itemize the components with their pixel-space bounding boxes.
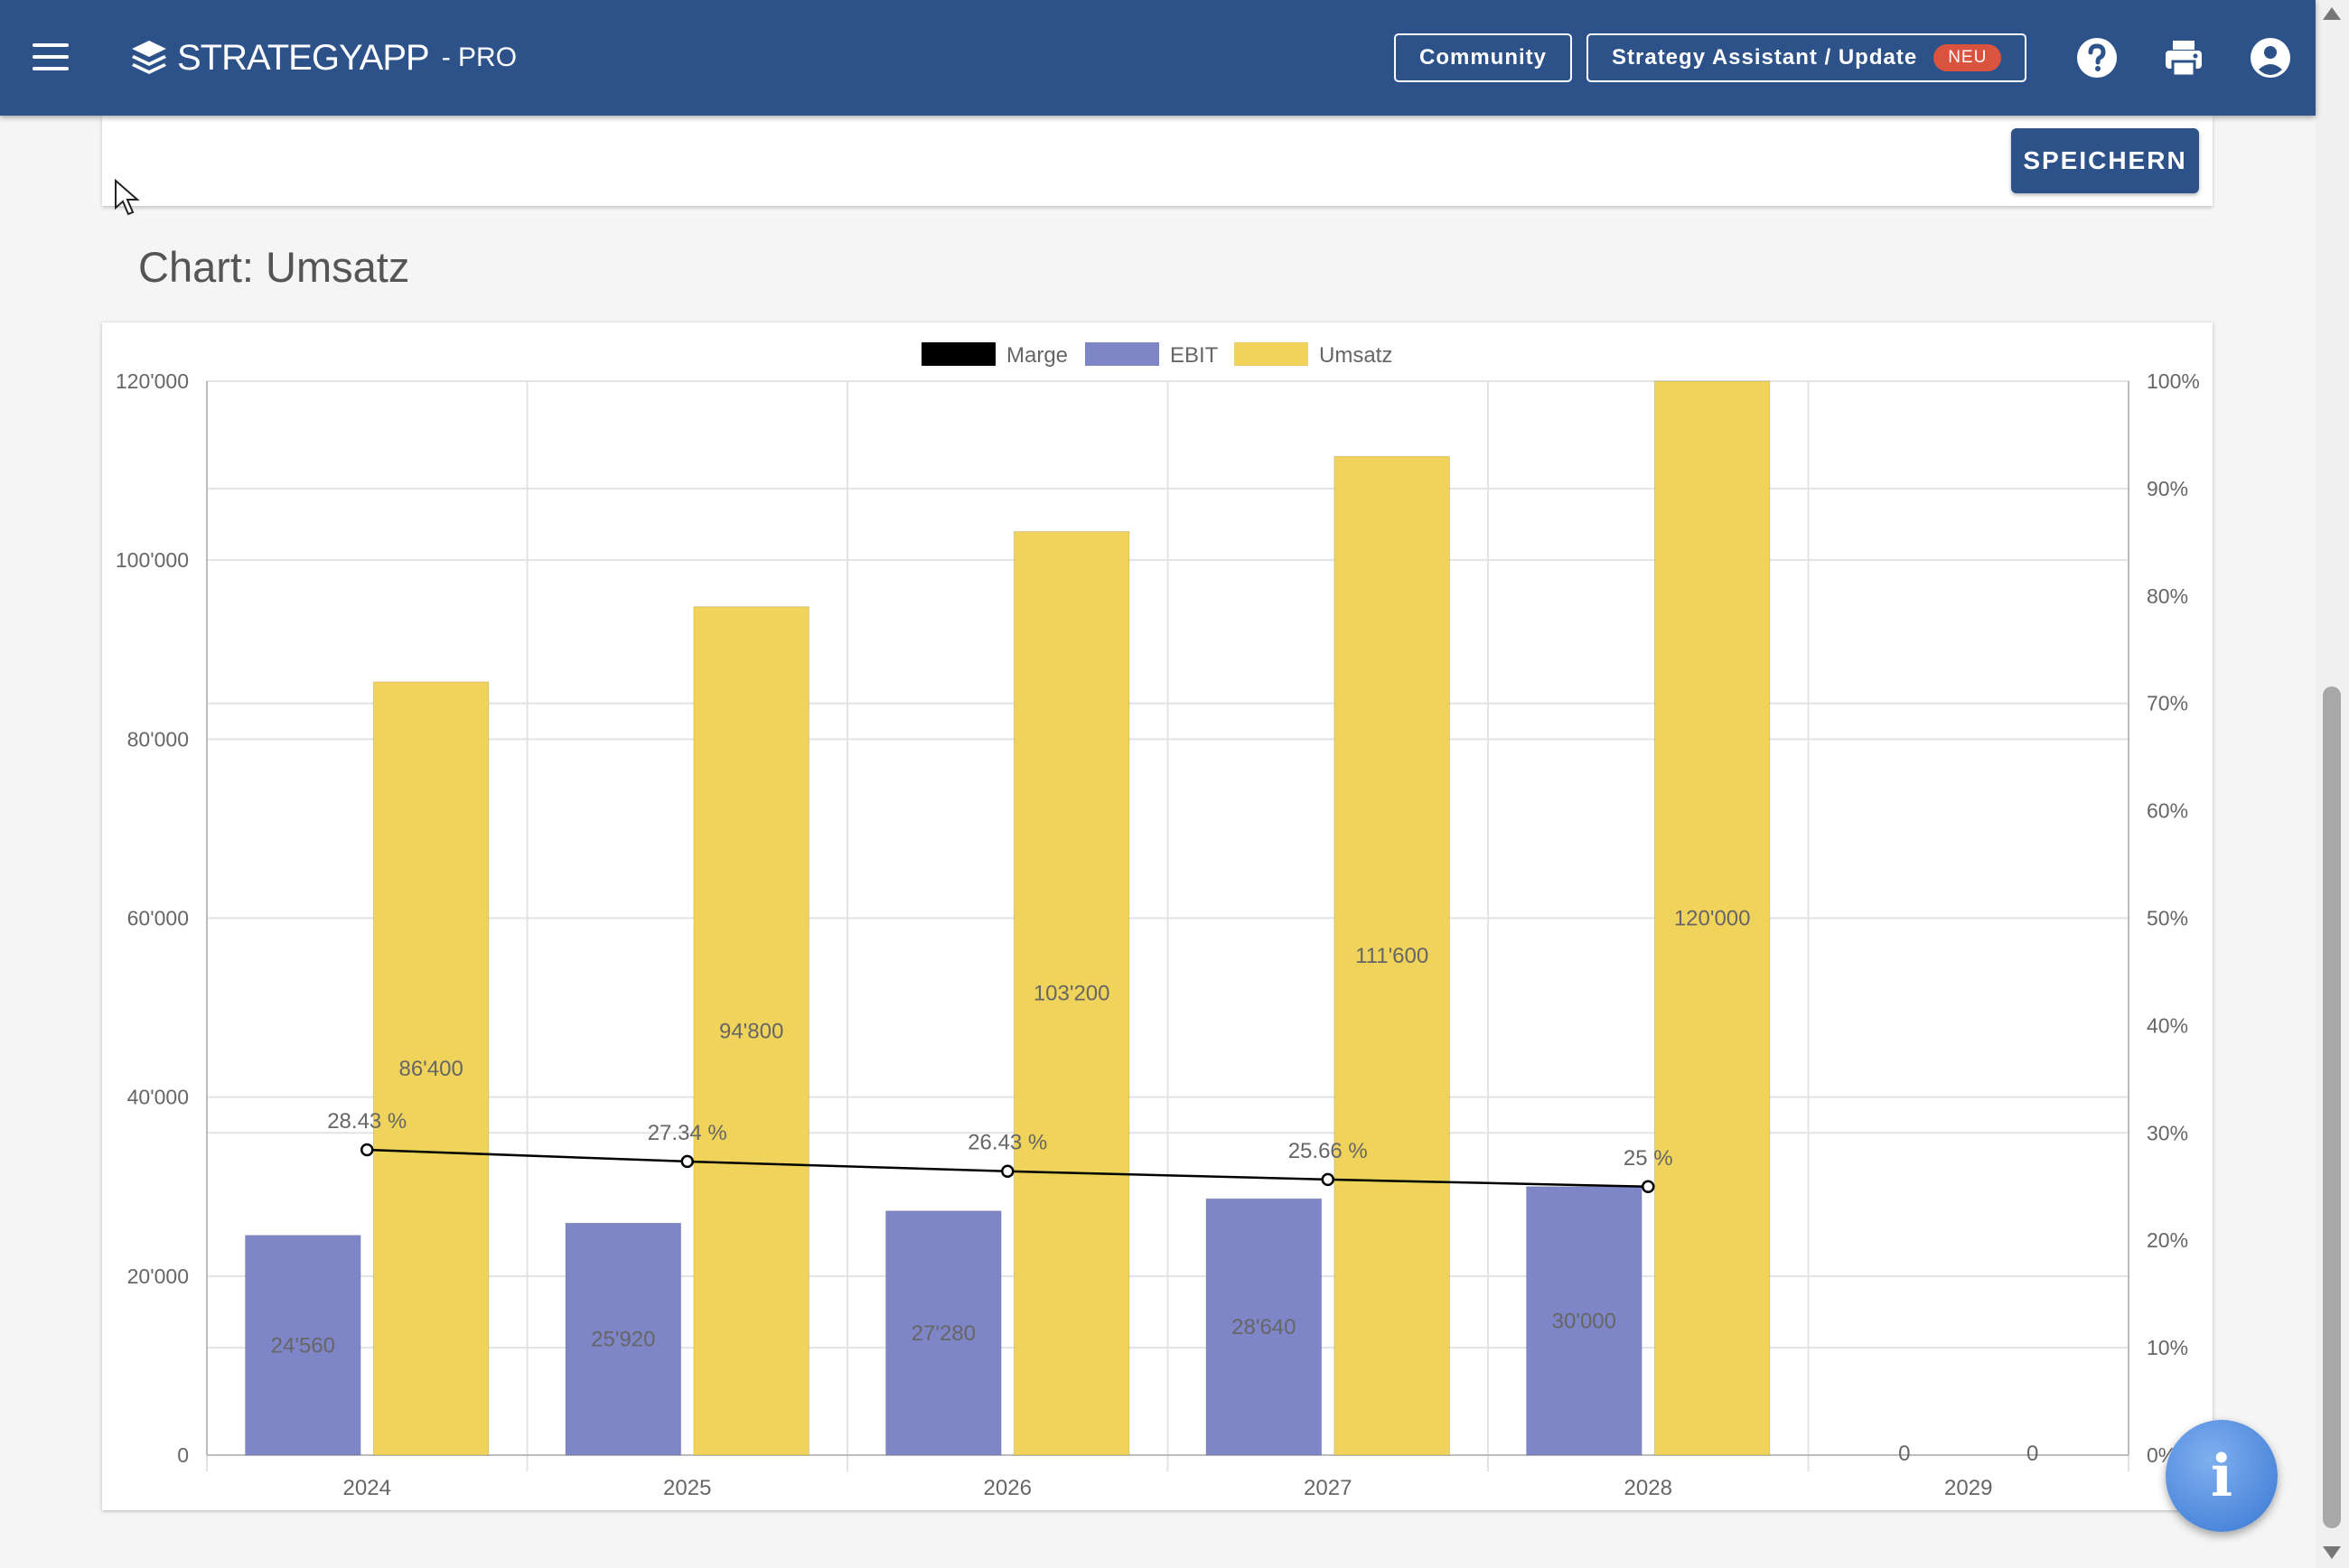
data-label-umsatz: 111'600 [1355,944,1428,968]
layers-icon [132,41,166,74]
x-tick-label: 2025 [663,1476,711,1500]
data-label-ebit: 25'920 [591,1328,655,1352]
app-logo[interactable]: STRATEGYAPP - PRO [128,33,517,83]
legend-label-marge: Marge [1006,343,1068,368]
y-tick-label: 100'000 [116,548,189,572]
y2-tick-label: 30% [2147,1121,2188,1144]
bar-ebit [1205,1198,1323,1456]
bar-umsatz [1334,455,1450,1456]
mouse-cursor-icon [115,179,140,216]
account-icon[interactable] [2249,36,2292,79]
new-badge: NEU [1933,44,2002,71]
y2-tick-label: 70% [2147,692,2188,715]
form-card [102,116,2213,206]
bar-umsatz [372,681,490,1456]
y-tick-label: 120'000 [116,369,189,393]
legend-label-umsatz: Umsatz [1319,343,1392,368]
x-tick-label: 2027 [1304,1476,1352,1500]
legend-swatch-umsatz [1234,342,1308,366]
bar-umsatz [1013,530,1130,1456]
x-tick-label: 2026 [984,1476,1032,1500]
y-tick-label: 80'000 [127,727,189,751]
data-label-ebit: 0 [1898,1442,1910,1466]
bar-ebit [565,1222,682,1456]
y2-tick-label: 10% [2147,1336,2188,1359]
scroll-up-icon[interactable] [2323,7,2341,20]
data-label-umsatz: 86'400 [398,1057,463,1081]
y2-tick-label: 50% [2147,907,2188,930]
bar-umsatz [1653,380,1771,1456]
bar-ebit [1526,1186,1642,1456]
page-scrollbar[interactable] [2316,0,2349,1568]
point-marge [680,1154,694,1169]
data-label-marge: 28.43 % [327,1109,407,1134]
community-button[interactable]: Community [1394,33,1572,82]
y2-tick-label: 80% [2147,584,2188,608]
strategy-assistant-label: Strategy Assistant / Update [1612,45,1918,70]
data-label-umsatz: 0 [2026,1442,2038,1466]
save-button[interactable]: SPEICHERN [2011,128,2199,193]
y2-tick-label: 90% [2147,477,2188,500]
print-icon[interactable] [2162,36,2205,79]
x-tick-label: 2028 [1624,1476,1672,1500]
y2-tick-label: 60% [2147,799,2188,823]
data-label-umsatz: 120'000 [1674,907,1751,931]
scroll-down-icon[interactable] [2323,1546,2341,1559]
legend-label-ebit: EBIT [1170,343,1219,368]
chart-section-title: Chart: Umsatz [138,243,410,291]
menu-icon[interactable] [33,43,69,70]
data-label-umsatz: 94'800 [719,1019,783,1043]
data-label-umsatz: 103'200 [1034,982,1110,1006]
y2-tick-label: 100% [2147,369,2200,393]
community-label: Community [1419,45,1547,70]
legend-swatch-ebit [1085,342,1159,366]
data-label-ebit: 28'640 [1231,1315,1296,1339]
data-label-ebit: 30'000 [1552,1309,1616,1333]
data-label-marge: 27.34 % [648,1121,727,1145]
app-header: STRATEGYAPP - PRO Community Strategy Ass… [0,0,2316,116]
data-label-marge: 26.43 % [968,1131,1047,1155]
y2-tick-label: 20% [2147,1228,2188,1252]
strategy-assistant-button[interactable]: Strategy Assistant / Update NEU [1586,33,2027,82]
info-button[interactable]: i [2166,1420,2278,1532]
y-tick-label: 60'000 [127,907,189,930]
logo-text: STRATEGYAPP [177,37,430,78]
x-tick-label: 2024 [343,1476,391,1500]
data-label-ebit: 27'280 [912,1321,976,1346]
logo-suffix: - PRO [441,42,518,72]
bar-umsatz [693,606,810,1456]
bar-ebit [245,1235,361,1456]
point-marge [1321,1172,1334,1187]
bar-ebit [885,1210,1002,1456]
point-marge [360,1143,374,1157]
y2-tick-label: 40% [2147,1013,2188,1037]
y-tick-label: 0 [177,1443,189,1467]
data-label-ebit: 24'560 [271,1333,335,1358]
y-tick-label: 20'000 [127,1265,189,1288]
scroll-thumb[interactable] [2323,686,2341,1528]
data-label-marge: 25.66 % [1288,1139,1368,1163]
chart-card: 0 20'000 40'000 60'000 80'000 100'000 120'000 0… [102,322,2213,1510]
help-icon[interactable] [2075,36,2119,79]
y-tick-label: 40'000 [127,1086,189,1109]
legend-swatch-marge [922,342,996,366]
data-label-marge: 25 % [1624,1146,1673,1171]
x-tick-label: 2029 [1944,1476,1992,1500]
point-marge [1642,1180,1655,1193]
chart: 0 20'000 40'000 60'000 80'000 100'000 120'000 0… [116,342,2200,1500]
point-marge [1001,1164,1015,1178]
